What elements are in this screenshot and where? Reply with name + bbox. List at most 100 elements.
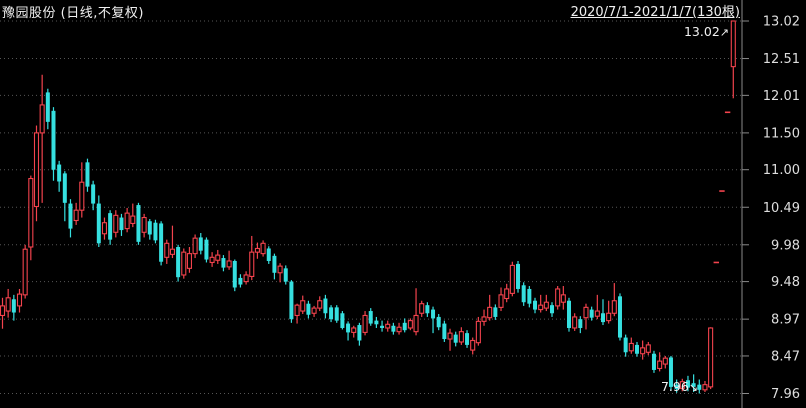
candle-body-up bbox=[475, 320, 481, 344]
chart-title: 豫园股份 (日线,不复权) bbox=[2, 6, 144, 21]
candle-body-down bbox=[600, 313, 605, 323]
candle-body-down bbox=[589, 309, 594, 318]
candle-body-down bbox=[204, 239, 209, 260]
candle-body-up bbox=[538, 304, 544, 311]
candle-body-down bbox=[651, 353, 656, 370]
candle-body-up bbox=[396, 326, 402, 333]
candle-body-down bbox=[668, 357, 673, 387]
candle-body-down bbox=[617, 296, 622, 338]
candle-body-up bbox=[611, 300, 617, 314]
candle-body-down bbox=[238, 277, 243, 285]
latest-price-label: 13.02↗ bbox=[684, 24, 729, 39]
candle-body-up bbox=[79, 181, 85, 211]
low-price-value: 7.96 bbox=[660, 379, 689, 394]
candle-body-down bbox=[266, 248, 271, 261]
candle-body-down bbox=[51, 110, 56, 170]
candle-body-up bbox=[317, 300, 323, 309]
candle-body-up bbox=[351, 327, 357, 333]
y-axis-label: 11.50 bbox=[763, 126, 800, 141]
candle-body-down bbox=[68, 203, 73, 229]
candle-body-up bbox=[594, 310, 600, 317]
candle-body-up bbox=[130, 215, 136, 224]
candle-body-up bbox=[555, 288, 561, 307]
candle-body-down bbox=[674, 384, 679, 390]
candle-body-up bbox=[28, 177, 34, 248]
candle-body-down bbox=[176, 247, 181, 278]
candle-body-up bbox=[662, 357, 668, 365]
candle-body-up bbox=[260, 242, 266, 255]
candle-body-up bbox=[243, 274, 249, 283]
candle-body-up bbox=[407, 320, 413, 329]
candle-body-down bbox=[368, 311, 373, 324]
y-axis-label: 7.96 bbox=[771, 387, 800, 402]
candle-body-up bbox=[124, 212, 130, 230]
y-axis-label: 10.49 bbox=[763, 201, 800, 216]
candle-body-down bbox=[550, 305, 555, 314]
candle-body-up bbox=[362, 314, 368, 333]
candle-body-up bbox=[141, 217, 147, 233]
candle-body-up bbox=[169, 248, 175, 255]
candle-body-up bbox=[679, 381, 685, 389]
candle-body-down bbox=[289, 281, 294, 320]
candle-body-up bbox=[101, 222, 108, 235]
candle-body-down bbox=[527, 288, 532, 304]
candle-body-up bbox=[226, 260, 232, 268]
candle-body-up bbox=[708, 327, 714, 388]
candle-body-up bbox=[16, 293, 23, 307]
candle-body-down bbox=[283, 268, 288, 282]
candle-body-up bbox=[702, 384, 708, 391]
candle-body-up bbox=[277, 265, 283, 274]
candle-body-down bbox=[153, 222, 158, 241]
candle-body-down bbox=[147, 221, 152, 235]
y-axis-label: 9.98 bbox=[771, 238, 800, 253]
date-range-link[interactable]: 2020/7/1-2021/1/7(130根) bbox=[570, 5, 740, 20]
candle-body-down bbox=[159, 223, 164, 262]
candle-body-down bbox=[402, 322, 407, 331]
candle-body-up bbox=[447, 332, 453, 340]
candle-body-up bbox=[33, 132, 40, 208]
candle-body-up bbox=[498, 294, 504, 308]
candle-body-up bbox=[419, 303, 425, 314]
low-price-label: 7.96↘ bbox=[661, 379, 698, 394]
candle-body-down bbox=[578, 319, 583, 328]
candle-body-up bbox=[657, 360, 663, 370]
candle-body-down bbox=[453, 334, 458, 343]
candle-body-down bbox=[380, 325, 385, 328]
candle-body-up bbox=[249, 251, 255, 277]
candle-body-up bbox=[645, 344, 651, 353]
candle-body-up bbox=[487, 306, 493, 319]
candle-body-up bbox=[606, 312, 612, 322]
candle-body-down bbox=[374, 320, 379, 325]
candle-body-down bbox=[306, 303, 311, 315]
candle-body-up bbox=[254, 247, 260, 253]
candle-body-down bbox=[119, 217, 124, 231]
candle-body-up bbox=[504, 288, 510, 300]
candle-body-up bbox=[470, 339, 476, 351]
candle-body-down bbox=[45, 92, 50, 122]
candle-body-up bbox=[186, 253, 192, 269]
candle-body-down bbox=[357, 325, 362, 341]
candle-body-up bbox=[640, 347, 646, 355]
candle-body-down bbox=[108, 213, 113, 240]
candle-body-down bbox=[521, 285, 526, 303]
candle-body-down bbox=[340, 313, 345, 328]
y-axis-label: 12.01 bbox=[763, 89, 800, 104]
candle-body-down bbox=[391, 325, 396, 332]
candle-body-up bbox=[215, 254, 221, 261]
candle-body-down bbox=[436, 316, 441, 328]
candle-body-up bbox=[509, 264, 515, 294]
candle-body-up bbox=[560, 294, 566, 303]
candle-body-up bbox=[413, 314, 419, 333]
y-axis-label: 9.48 bbox=[771, 275, 800, 290]
candle-body-down bbox=[346, 323, 351, 333]
y-axis-label: 12.51 bbox=[763, 52, 800, 67]
candle-body-up bbox=[39, 104, 45, 134]
candle-body-down bbox=[329, 307, 334, 320]
candle-body-up bbox=[572, 316, 578, 329]
candle-body-up bbox=[22, 248, 28, 296]
candle-body-down bbox=[623, 337, 628, 353]
candle-body-up bbox=[583, 306, 589, 319]
candle-body-down bbox=[425, 305, 430, 314]
